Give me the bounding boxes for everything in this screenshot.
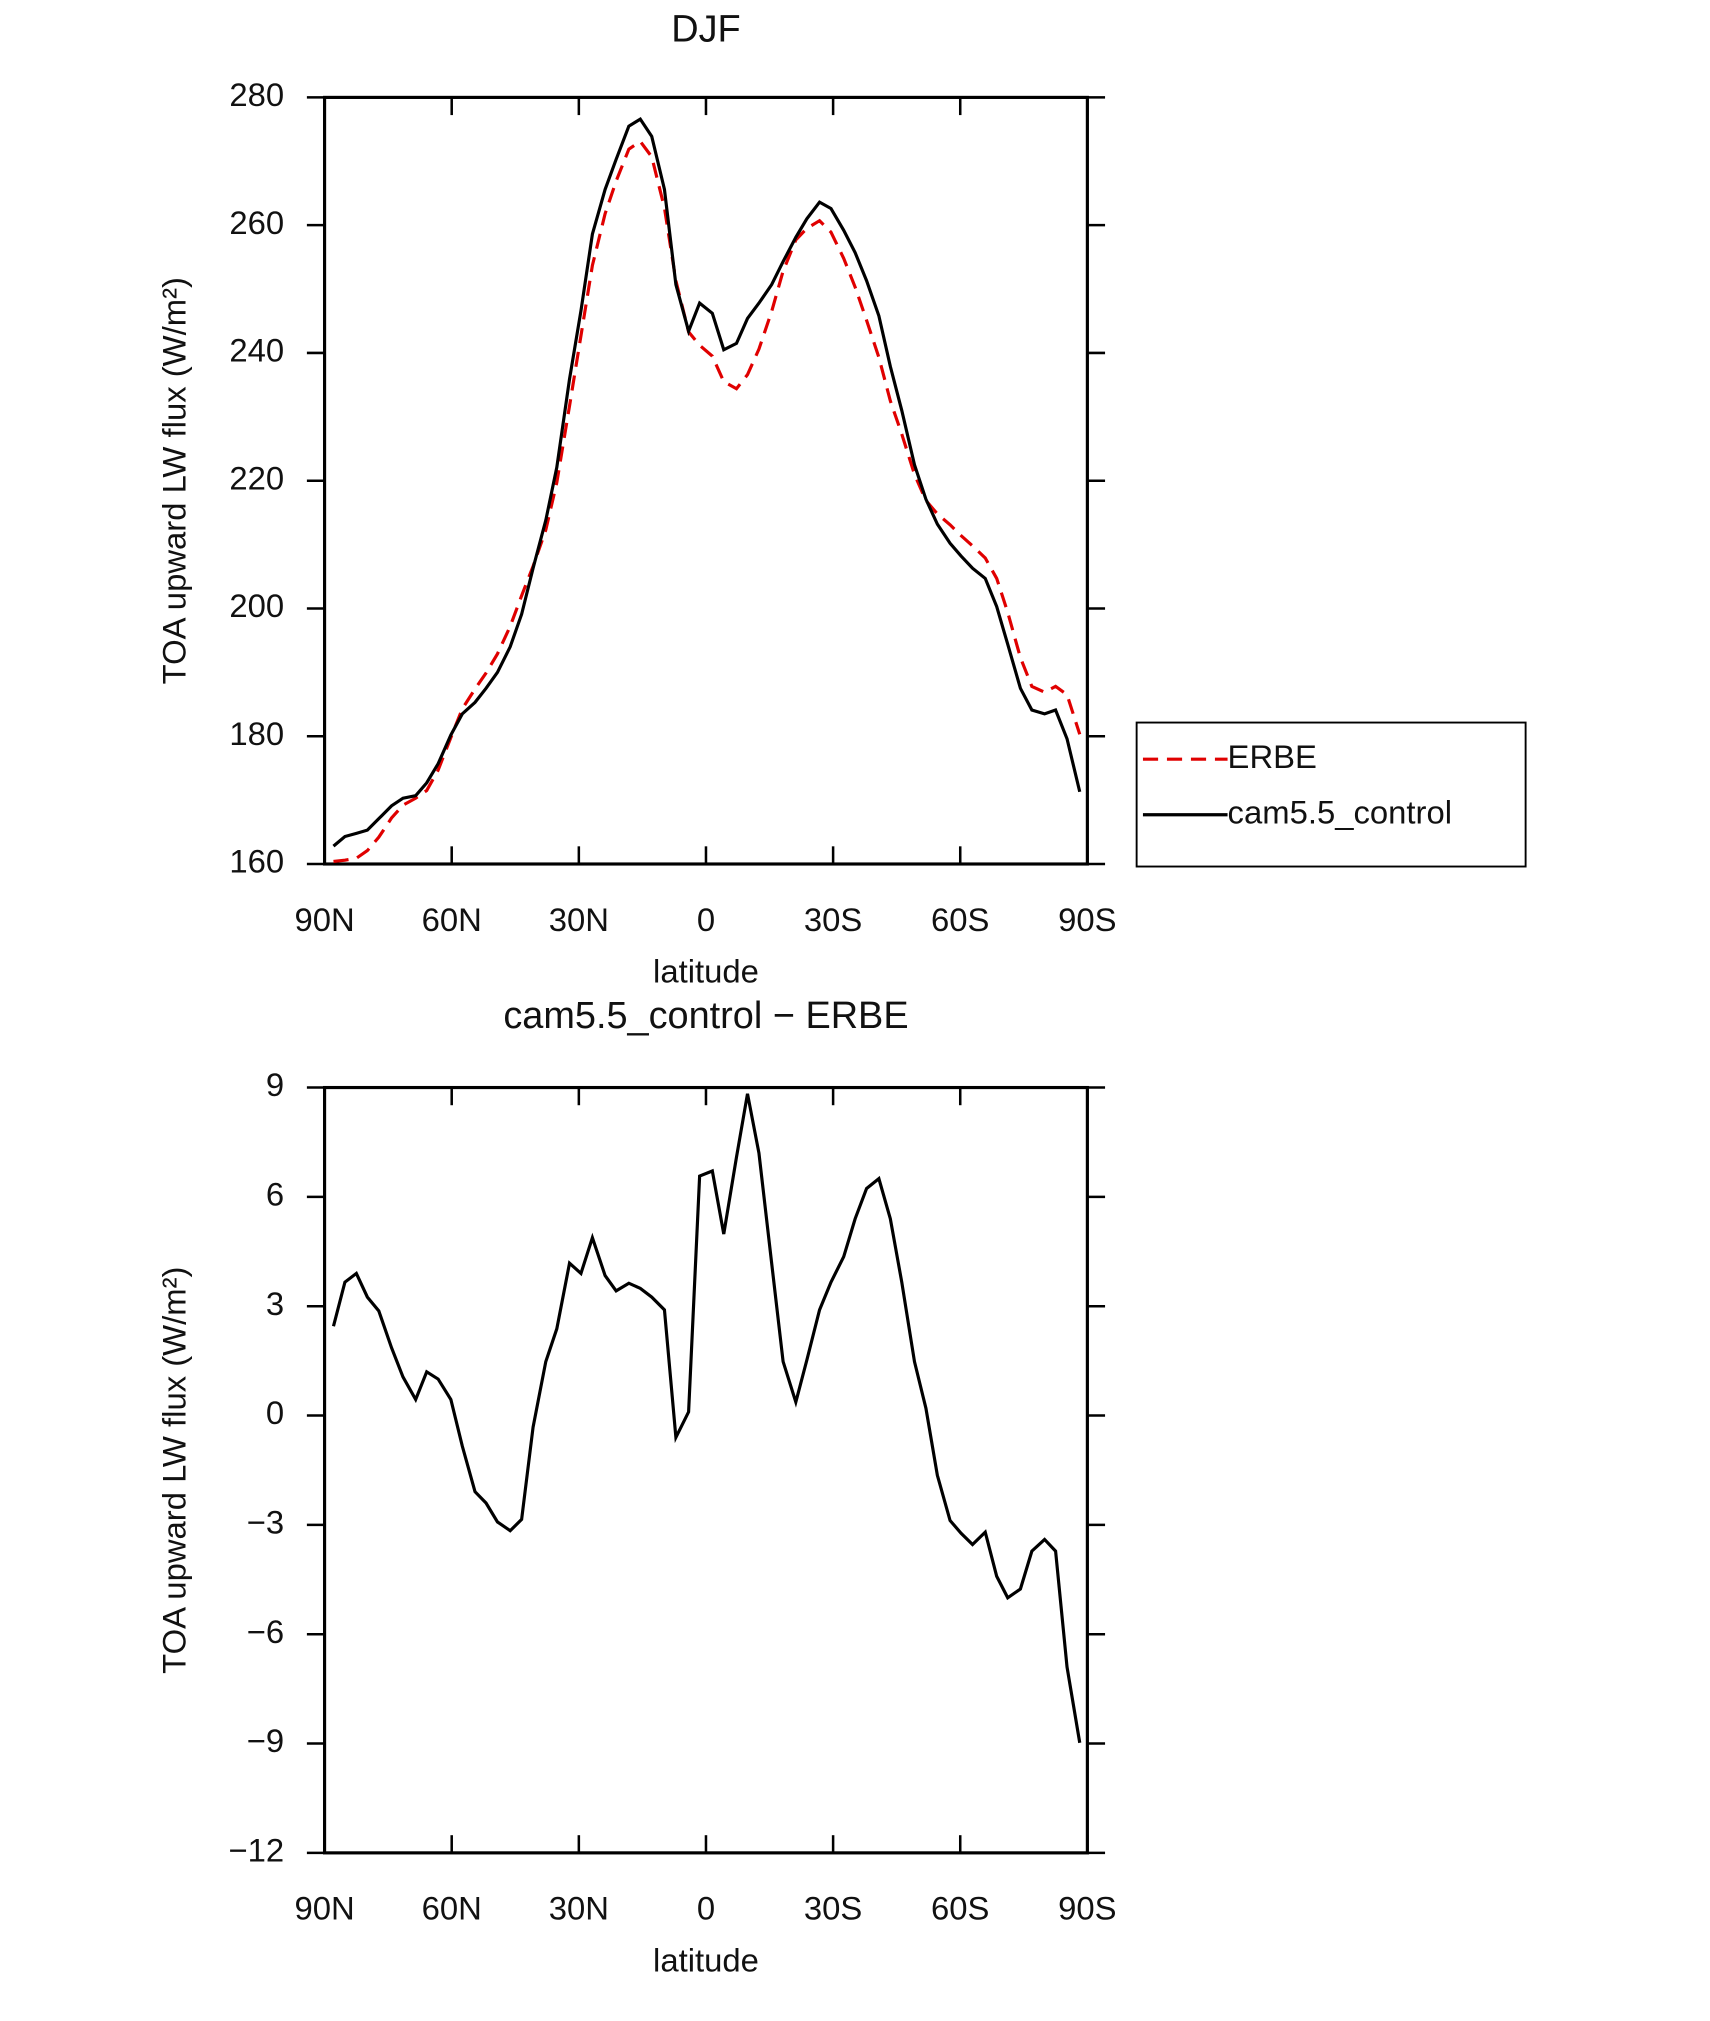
plot-frame [322, 95, 1089, 866]
legend-label: cam5.5_control [1228, 793, 1452, 830]
x-tick-label: 90S [1058, 1890, 1116, 1927]
chart-title: DJF [671, 9, 740, 51]
data-line [333, 139, 1082, 864]
y-tick-label: 260 [229, 204, 284, 241]
y-tick-label: 0 [266, 1394, 284, 1431]
legend-box [1135, 721, 1527, 868]
plot-frame [322, 1085, 1089, 1855]
x-tick-label: 30S [804, 1890, 862, 1927]
y-tick-label: −12 [228, 1832, 284, 1869]
x-tick-label: 60N [422, 901, 482, 938]
x-tick-label: 90N [294, 901, 354, 938]
y-tick-label: −9 [247, 1722, 284, 1759]
y-axis-label: TOA upward LW flux (W/m²) [155, 1267, 192, 1674]
chart-title: cam5.5_control − ERBE [503, 995, 908, 1037]
x-tick-label: 60S [931, 901, 989, 938]
data-line [331, 1093, 1082, 1744]
y-tick-label: −3 [247, 1504, 284, 1541]
y-tick-label: 240 [229, 332, 284, 369]
x-tick-label: 60S [931, 1890, 989, 1927]
x-tick-label: 0 [697, 901, 715, 938]
y-tick-label: 3 [266, 1285, 284, 1322]
y-tick-label: −6 [247, 1613, 284, 1650]
y-tick-label: 9 [266, 1066, 284, 1103]
y-tick-label: 160 [229, 843, 284, 880]
x-tick-label: 0 [697, 1890, 715, 1927]
y-tick-label: 280 [229, 76, 284, 113]
x-tick-label: 30N [549, 901, 609, 938]
x-tick-label: 30N [549, 1890, 609, 1927]
x-axis-label: latitude [653, 1941, 759, 1978]
x-tick-label: 90N [294, 1890, 354, 1927]
x-axis-label: latitude [653, 953, 759, 990]
y-tick-label: 220 [229, 459, 284, 496]
x-tick-label: 30S [804, 901, 862, 938]
y-tick-label: 200 [229, 587, 284, 624]
legend-label: ERBE [1228, 738, 1317, 775]
data-line [332, 116, 1082, 848]
x-tick-label: 90S [1058, 901, 1116, 938]
x-tick-label: 60N [422, 1890, 482, 1927]
y-tick-label: 180 [229, 715, 284, 752]
y-axis-label: TOA upward LW flux (W/m²) [155, 277, 192, 684]
y-tick-label: 6 [266, 1176, 284, 1213]
